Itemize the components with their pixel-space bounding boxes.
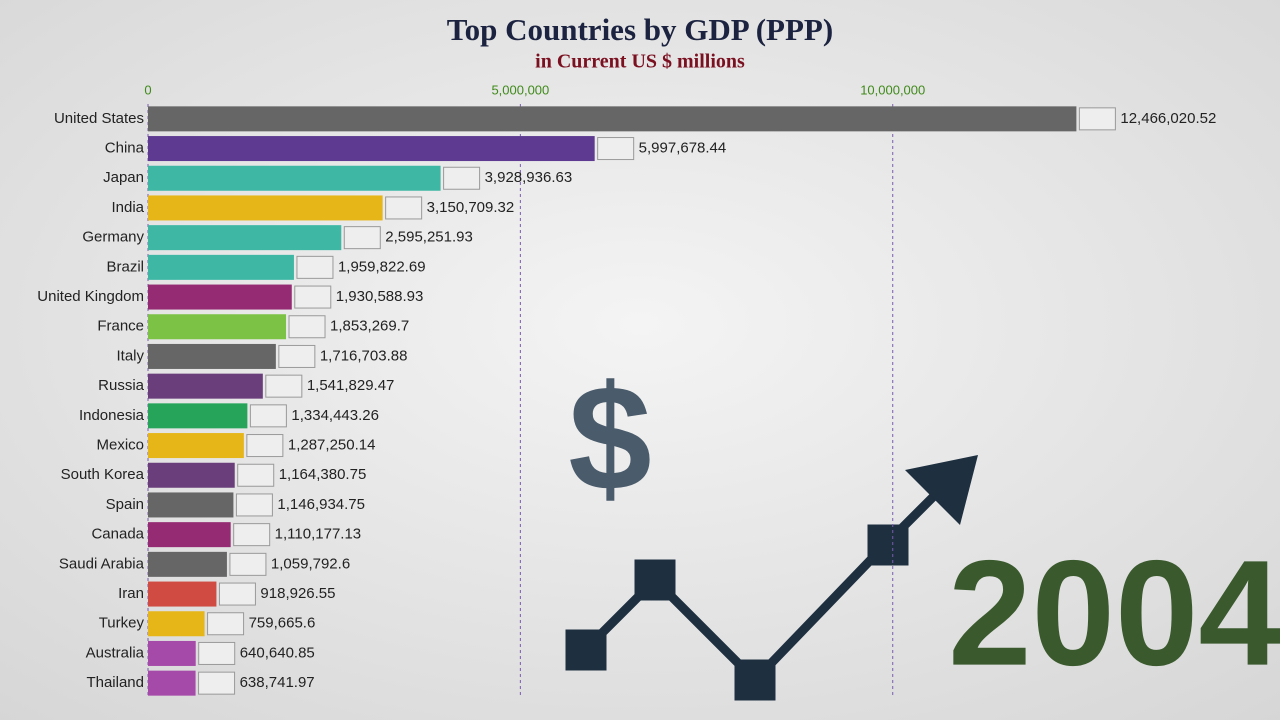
value-label: 1,959,822.69: [338, 258, 426, 275]
y-tick-label: Italy: [116, 347, 144, 364]
value-label: 1,164,380.75: [279, 466, 367, 483]
value-label: 1,930,588.93: [336, 288, 424, 305]
value-label: 640,640.85: [240, 644, 315, 661]
bar: [148, 640, 196, 666]
bar: [148, 581, 217, 607]
value-label: 1,110,177.13: [275, 526, 361, 543]
bar: [148, 522, 231, 548]
y-tick-label: Canada: [91, 526, 144, 543]
flag: [1078, 107, 1116, 131]
value-label: 3,150,709.32: [427, 199, 515, 216]
y-tick-label: Germany: [82, 229, 144, 246]
flag: [249, 404, 287, 428]
value-label: 2,595,251.93: [385, 229, 473, 246]
bar: [148, 373, 263, 399]
value-label: 12,466,020.52: [1120, 110, 1216, 127]
x-tick-label: 10,000,000: [860, 82, 925, 97]
y-tick-label: Thailand: [86, 674, 144, 691]
flag: [207, 612, 245, 636]
y-tick-label: Brazil: [106, 258, 144, 275]
bar: [148, 314, 287, 340]
bar: [148, 254, 294, 280]
y-tick-label: Iran: [118, 585, 144, 602]
bar: [148, 136, 595, 162]
bar: [148, 106, 1077, 132]
y-tick-label: Mexico: [96, 437, 144, 454]
y-tick-label: United States: [54, 110, 144, 127]
y-tick-label: China: [105, 140, 145, 157]
flag: [198, 671, 236, 695]
flag: [235, 493, 273, 517]
flag: [229, 552, 267, 576]
y-tick-label: South Korea: [61, 466, 145, 483]
flag: [265, 374, 303, 398]
y-tick-label: India: [111, 199, 144, 216]
y-tick-label: Indonesia: [79, 407, 145, 424]
flag: [443, 166, 481, 190]
chart-title: Top Countries by GDP (PPP): [447, 12, 833, 47]
y-tick-label: Spain: [106, 496, 144, 513]
bar: [148, 433, 244, 459]
value-label: 1,853,269.7: [330, 318, 409, 335]
chart-subtitle: in Current US $ millions: [535, 51, 745, 73]
value-label: 3,928,936.63: [485, 169, 573, 186]
y-tick-label: Japan: [103, 169, 144, 186]
value-label: 5,997,678.44: [639, 140, 727, 157]
bar: [148, 492, 234, 518]
flag: [296, 255, 334, 279]
y-tick-label: Australia: [86, 644, 145, 661]
y-tick-label: Russia: [98, 377, 145, 394]
y-tick-label: United Kingdom: [37, 288, 144, 305]
decor-graph: [565, 455, 978, 701]
bar: [148, 462, 235, 488]
flag: [218, 582, 256, 606]
bar: [148, 551, 227, 577]
y-tick-label: Turkey: [99, 615, 145, 632]
flag: [294, 285, 332, 309]
bar: [148, 343, 276, 369]
flag: [278, 344, 316, 368]
value-label: 638,741.97: [240, 674, 315, 691]
bar: [148, 670, 196, 696]
flag: [288, 315, 326, 339]
bar: [148, 225, 342, 251]
flag: [343, 226, 381, 250]
bar: [148, 195, 383, 221]
x-tick-label: 5,000,000: [491, 82, 549, 97]
value-label: 1,716,703.88: [320, 347, 408, 364]
flag: [385, 196, 423, 220]
bar: [148, 611, 205, 637]
bar: [148, 165, 441, 191]
value-label: 759,665.6: [249, 615, 316, 632]
flag: [198, 641, 236, 665]
flag: [237, 463, 275, 487]
y-tick-label: Saudi Arabia: [59, 555, 145, 572]
flag: [246, 434, 284, 458]
flag: [233, 523, 271, 547]
x-tick-label: 0: [144, 82, 151, 97]
value-label: 1,541,829.47: [307, 377, 395, 394]
bar: [148, 284, 292, 310]
y-tick-label: France: [97, 318, 144, 335]
value-label: 1,287,250.14: [288, 437, 376, 454]
dollar-symbol: $: [568, 354, 651, 522]
value-label: 1,059,792.6: [271, 555, 350, 572]
bar: [148, 403, 248, 429]
flag: [597, 137, 635, 161]
value-label: 1,334,443.26: [291, 407, 379, 424]
value-label: 1,146,934.75: [277, 496, 365, 513]
value-label: 918,926.55: [260, 585, 335, 602]
year-label: 2004: [948, 529, 1280, 697]
